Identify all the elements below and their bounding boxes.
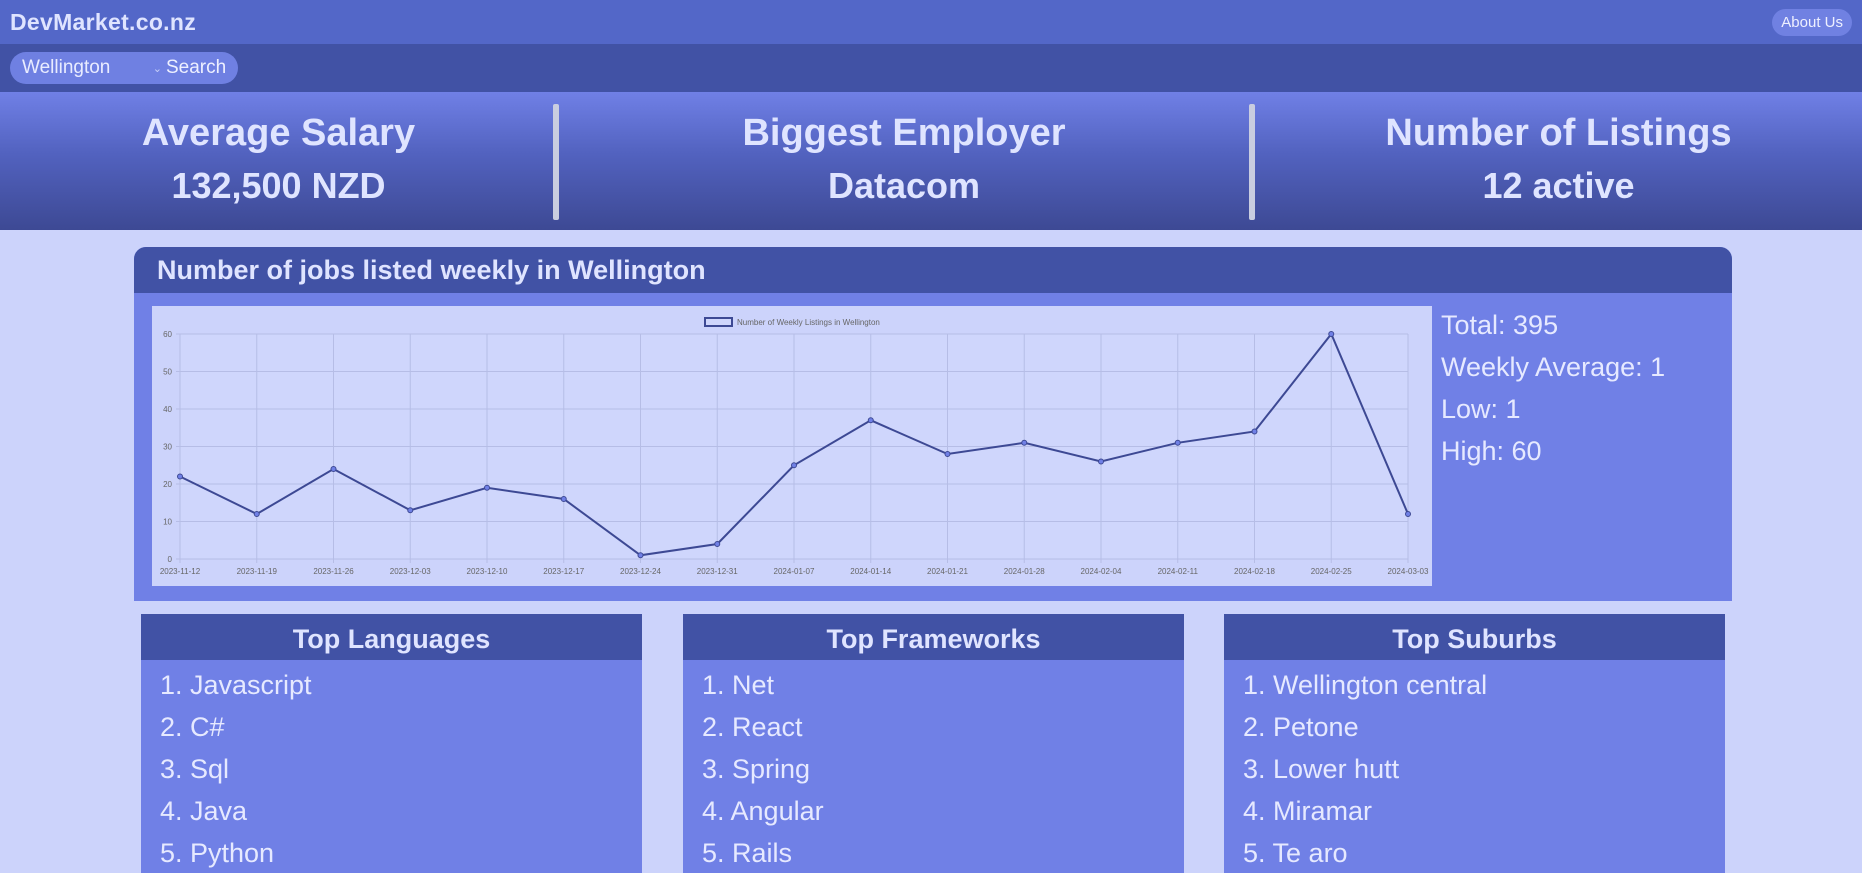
data-point [867, 417, 874, 424]
city-select-value: Wellington [22, 57, 111, 78]
list-item: 2. C# [160, 712, 225, 742]
list-item: 2. React [702, 712, 803, 742]
data-point [177, 473, 183, 480]
x-tick-label: 2024-02-25 [1311, 567, 1352, 576]
x-tick-label: 2024-02-11 [1158, 567, 1199, 576]
stat-title: Average Salary [141, 112, 416, 154]
x-tick-label: 2023-11-19 [237, 567, 278, 576]
search-bar: Wellington ⌄ Search [0, 44, 1862, 92]
list-item: 2. Petone [1243, 712, 1359, 742]
chart-high: High: 60 [1441, 436, 1542, 466]
data-point [637, 552, 644, 559]
data-point [1098, 458, 1104, 465]
data-point [1251, 428, 1258, 435]
list-item: 5. Rails [702, 838, 793, 868]
summary-stats-banner: Average Salary 132,500 NZD Biggest Emplo… [0, 92, 1862, 230]
data-point [330, 466, 337, 472]
data-point [944, 451, 951, 457]
y-tick-label: 40 [163, 405, 172, 414]
x-tick-label: 2024-01-21 [927, 567, 968, 576]
y-tick-label: 30 [163, 443, 172, 452]
chart-low: Low: 1 [1441, 394, 1521, 424]
x-tick-label: 2024-01-28 [1004, 567, 1045, 576]
about-us-button[interactable]: About Us [1772, 8, 1852, 36]
list-item: 1. Wellington central [1243, 670, 1488, 700]
chart-weekly-average: Weekly Average: 1 [1441, 352, 1666, 382]
data-point [791, 462, 797, 469]
weekly-listings-chart: 0 10 20 30 40 50 60 2023-11-12 2023-11-19 2023-11… [152, 306, 1432, 586]
x-tick-label: 2023-12-17 [543, 567, 584, 576]
data-point [407, 507, 414, 514]
y-tick-label: 10 [163, 518, 172, 527]
chevron-down-icon: ⌄ [152, 62, 162, 75]
x-tick-label: 2024-02-04 [1081, 567, 1122, 576]
x-tick-label: 2023-12-31 [697, 567, 738, 576]
y-tick-label: 20 [163, 480, 172, 489]
y-tick-label: 0 [168, 555, 173, 564]
x-tick-label: 2023-11-12 [160, 567, 201, 576]
top-lists: Top Languages 1. Javascript 2. C# 3. Sql… [141, 614, 1725, 873]
list-title: Top Languages [141, 614, 642, 660]
list-item: 4. Java [160, 796, 248, 826]
stat-number-of-listings: Number of Listings 12 active [1255, 92, 1862, 230]
stat-title: Biggest Employer [742, 112, 1066, 154]
stat-average-salary: Average Salary 132,500 NZD [0, 92, 553, 230]
top-languages-card: Top Languages 1. Javascript 2. C# 3. Sql… [141, 614, 642, 873]
legend-label: Number of Weekly Listings in Wellington [737, 318, 880, 327]
y-tick-label: 50 [163, 368, 172, 377]
brand-logo-text[interactable]: DevMarket.co.nz [10, 8, 197, 35]
x-tick-label: 2024-01-14 [850, 567, 891, 576]
data-point [1405, 511, 1411, 517]
list-item: 3. Lower hutt [1243, 754, 1400, 784]
stat-biggest-employer: Biggest Employer Datacom [559, 92, 1249, 230]
x-tick-label: 2024-03-03 [1388, 567, 1429, 576]
list-item: 3. Spring [702, 754, 811, 784]
list-item: 1. Javascript [160, 670, 312, 700]
data-point [484, 484, 490, 491]
list-title: Top Suburbs [1224, 614, 1725, 660]
y-tick-label: 60 [163, 330, 172, 339]
stat-value: 12 active [1482, 165, 1635, 206]
data-point [560, 496, 567, 502]
x-tick-label: 2023-11-26 [313, 567, 354, 576]
list-item: 4. Miramar [1243, 796, 1373, 826]
x-tick-label: 2024-02-18 [1234, 567, 1275, 576]
x-tick-label: 2023-12-03 [390, 567, 431, 576]
stat-value: 132,500 NZD [171, 165, 386, 206]
data-point [714, 541, 721, 547]
list-title: Top Frameworks [683, 614, 1184, 660]
search-group: Wellington ⌄ Search [10, 52, 239, 84]
stat-divider [1249, 104, 1255, 220]
legend-swatch [704, 317, 733, 327]
x-tick-label: 2024-01-07 [774, 567, 815, 576]
top-frameworks-card: Top Frameworks 1. Net 2. React 3. Spring… [683, 614, 1184, 873]
chart-summary: Total: 395 Weekly Average: 1 Low: 1 High… [1441, 305, 1665, 473]
list-item: 5. Python [160, 838, 275, 868]
data-point [253, 511, 260, 517]
weekly-jobs-card: Number of jobs listed weekly in Wellingt… [134, 247, 1732, 601]
chart-card-title: Number of jobs listed weekly in Wellingt… [134, 247, 1732, 293]
top-suburbs-card: Top Suburbs 1. Wellington central 2. Pet… [1224, 614, 1725, 873]
stat-divider [553, 104, 559, 220]
city-select[interactable]: Wellington ⌄ [22, 57, 166, 79]
data-point [1328, 331, 1335, 337]
search-button[interactable]: Search [166, 57, 227, 78]
data-point [1021, 439, 1028, 446]
list-item: 3. Sql [160, 754, 230, 784]
top-navbar: DevMarket.co.nz About Us [0, 0, 1862, 44]
chart-total: Total: 395 [1441, 310, 1559, 340]
x-tick-label: 2023-12-24 [620, 567, 661, 576]
stat-value: Datacom [827, 165, 981, 206]
chart-svg: 0 10 20 30 40 50 60 2023-11-12 2023-11-19 2023-11… [160, 317, 1429, 576]
data-point [1174, 439, 1181, 446]
list-item: 1. Net [702, 670, 775, 700]
stat-title: Number of Listings [1385, 112, 1732, 154]
list-item: 4. Angular [702, 796, 824, 826]
list-item: 5. Te aro [1243, 838, 1348, 868]
x-tick-label: 2023-12-10 [467, 567, 508, 576]
